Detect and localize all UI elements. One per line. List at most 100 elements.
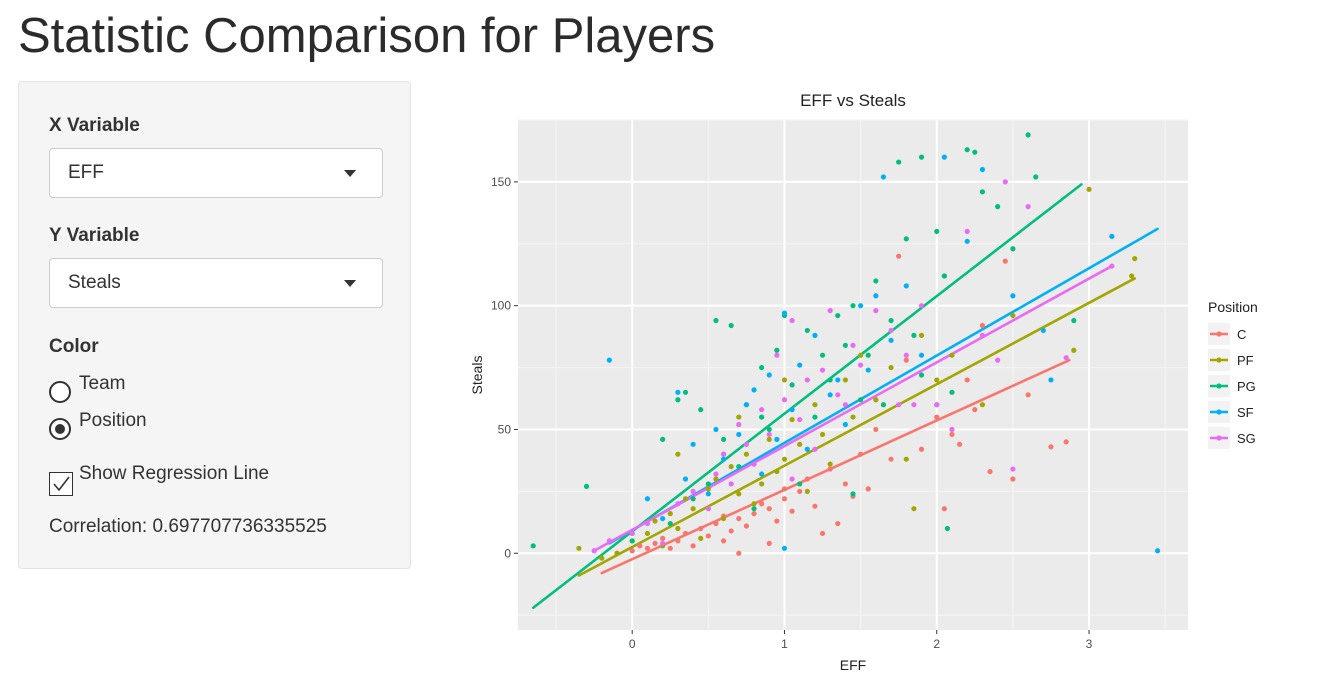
x-tick-label: 0 <box>629 637 636 651</box>
data-point-sf <box>736 431 742 438</box>
chevron-down-icon <box>344 280 356 287</box>
y-axis-label: Steals <box>469 356 485 395</box>
data-point-sg <box>888 327 894 334</box>
radio-position[interactable] <box>49 418 71 440</box>
data-point-pf <box>1086 186 1092 192</box>
y-variable-select[interactable]: Steals <box>49 258 383 308</box>
data-point-c <box>789 508 795 514</box>
data-point-sf <box>781 310 788 316</box>
data-point-sf <box>690 441 696 447</box>
y-tick-label: 50 <box>498 422 512 436</box>
data-point-sg <box>736 421 742 428</box>
data-point-sg <box>1002 179 1008 185</box>
data-point-pf <box>675 451 681 457</box>
data-point-pg <box>713 317 719 324</box>
legend-key-point <box>1216 409 1222 415</box>
data-point-sf <box>888 337 894 343</box>
data-point-c <box>713 520 719 527</box>
data-point-pg <box>934 228 940 235</box>
x-tick-label: 1 <box>781 637 788 651</box>
data-point-sg <box>644 520 651 527</box>
data-point-sf <box>1048 377 1054 383</box>
data-point-pf <box>949 352 955 358</box>
data-point-pg <box>858 397 864 403</box>
x-axis-label: EFF <box>840 657 866 673</box>
data-point-c <box>667 545 673 551</box>
data-point-sg <box>819 367 826 373</box>
data-point-sf <box>858 303 864 309</box>
data-point-sf <box>660 515 666 522</box>
data-point-sf <box>751 387 757 393</box>
data-point-sg <box>918 303 925 309</box>
data-point-pg <box>1010 246 1016 252</box>
data-point-pf <box>1132 256 1138 262</box>
data-point-pf <box>713 476 719 482</box>
data-point-sg <box>705 506 711 512</box>
legend-title: Position <box>1208 299 1258 315</box>
x-variable-value: EFF <box>68 162 104 183</box>
data-point-c <box>781 486 788 492</box>
data-point-pg <box>944 525 951 532</box>
data-point-pg <box>979 189 986 195</box>
data-point-sg <box>911 402 917 408</box>
legend: Position C PF PG SF SG <box>1208 299 1258 449</box>
data-point-sf <box>865 367 871 373</box>
data-point-c <box>1010 476 1016 482</box>
data-point-c <box>736 515 742 522</box>
data-point-sg <box>591 548 597 554</box>
data-point-sf <box>880 174 887 180</box>
data-point-pg <box>797 481 803 487</box>
data-point-c <box>858 451 864 457</box>
data-point-c <box>751 511 757 517</box>
legend-label-pg: PG <box>1237 379 1256 394</box>
x-variable-label: X Variable <box>49 115 140 136</box>
data-point-c <box>781 496 788 502</box>
data-point-c <box>720 538 727 544</box>
data-point-pg <box>918 372 925 378</box>
data-point-sf <box>759 471 765 477</box>
data-point-c <box>865 486 871 492</box>
data-point-sg <box>751 461 757 467</box>
data-point-c <box>766 540 772 546</box>
data-point-sg <box>1063 355 1069 361</box>
regression-checkbox-label: Show Regression Line <box>79 463 270 484</box>
data-point-sg <box>629 530 635 537</box>
data-point-pf <box>797 441 803 447</box>
data-point-pg <box>720 436 727 442</box>
data-point-sg <box>827 308 833 314</box>
data-point-pg <box>896 159 902 165</box>
legend-label-pf: PF <box>1237 353 1254 368</box>
data-point-pf <box>644 530 651 537</box>
data-point-pf <box>675 525 681 532</box>
chevron-down-icon <box>344 170 356 177</box>
data-point-pf <box>789 416 795 423</box>
data-point-pf <box>743 451 750 457</box>
data-point-c <box>759 501 765 507</box>
data-point-c <box>835 520 841 527</box>
legend-key-point <box>1216 331 1222 337</box>
data-point-pg <box>918 154 925 160</box>
data-point-sf <box>835 377 841 383</box>
data-point-pg <box>949 389 955 395</box>
data-point-c <box>797 488 803 494</box>
data-point-sg <box>1025 204 1031 210</box>
data-point-c <box>1063 439 1069 445</box>
data-point-c <box>918 446 925 452</box>
data-point-pf <box>766 436 772 442</box>
data-point-pf <box>690 506 696 512</box>
data-point-pf <box>720 515 727 522</box>
data-point-sg <box>1109 263 1115 269</box>
data-point-pf <box>614 550 620 556</box>
grid-minor <box>518 119 1188 630</box>
legend-key-point <box>1216 357 1222 363</box>
data-point-pg <box>1071 317 1077 324</box>
regression-checkbox[interactable] <box>49 472 73 496</box>
data-point-pg <box>842 342 848 348</box>
data-point-pg <box>812 414 818 420</box>
x-variable-select[interactable]: EFF <box>49 148 383 198</box>
data-point-pg <box>827 377 833 383</box>
data-point-sg <box>759 407 765 413</box>
data-point-sg <box>766 431 772 438</box>
data-point-sg <box>606 538 612 544</box>
radio-team[interactable] <box>49 381 71 403</box>
